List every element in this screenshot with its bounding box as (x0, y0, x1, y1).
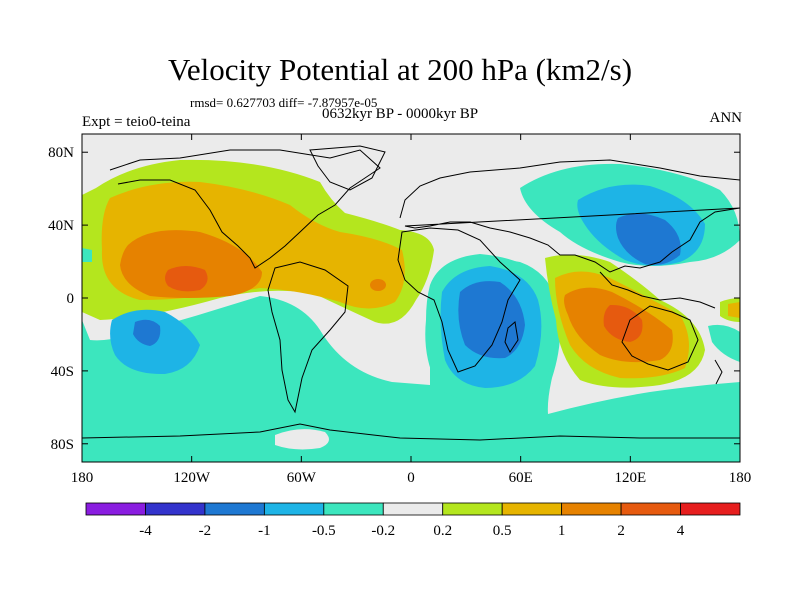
contour-south-pacific-min (133, 319, 161, 346)
contour-east-edge-teal (708, 324, 740, 362)
coastline-south-america (267, 261, 349, 414)
colorbar-swatch (323, 502, 384, 516)
colorbar-swatch (501, 502, 563, 516)
coastline-europe-asia (399, 159, 740, 273)
coastline-madagascar (504, 321, 519, 353)
y-tick-label: 40N (48, 218, 74, 234)
contour-north-pacific-min (616, 213, 681, 265)
colorbar-swatch (382, 502, 444, 516)
y-tick-label: 40S (51, 364, 74, 380)
coastline-africa (397, 227, 521, 373)
contour-east-pacific-darkorange (120, 230, 262, 298)
colorbar: -4 -2 -1 -0.5 -0.2 0.2 0.5 1 2 4 (85, 502, 741, 539)
colorbar-label: -2 (199, 523, 212, 539)
colorbar-label: -4 (139, 523, 152, 539)
rmsd-diff-stats: rmsd= 0.627703 diff= -7.87957e-05 (190, 95, 378, 110)
x-tick-label: 0 (407, 470, 415, 486)
x-tick-label: 120W (173, 470, 211, 486)
coastline-north-america (109, 149, 381, 269)
colorbar-label: -0.5 (312, 523, 336, 539)
coastlines (82, 145, 740, 441)
contour-southern-band (82, 259, 740, 462)
colorbar-swatch (680, 502, 741, 516)
coastline-antarctica (82, 423, 740, 441)
colorbar-label: -1 (258, 523, 271, 539)
contour-antarctic-clear (275, 429, 329, 450)
colorbar-label: 4 (677, 523, 685, 539)
contour-atlantic-orange-dot (370, 279, 386, 291)
x-tick-label: 120E (614, 470, 646, 486)
colorbar-swatch (145, 502, 206, 516)
x-axis: 180 120W 60W 0 60E 120E 180 (71, 134, 752, 486)
x-tick-label: 60E (509, 470, 533, 486)
colorbar-label: 0.5 (493, 523, 512, 539)
colorbar-label: -0.2 (371, 523, 395, 539)
coastline-greenland (309, 145, 386, 191)
colorbar-label: 1 (558, 523, 566, 539)
colorbar-swatch (620, 502, 681, 516)
x-tick-label: 60W (287, 470, 317, 486)
coastline-new-zealand (714, 359, 723, 385)
contour-east-pacific-max (165, 266, 208, 292)
x-tick-label: 180 (71, 470, 94, 486)
contour-maritime-darkorange (603, 304, 643, 342)
colorbar-swatch (204, 502, 265, 516)
x-tick-label: 180 (729, 470, 752, 486)
colorbar-swatch (442, 502, 503, 516)
coastline-australia (621, 305, 699, 371)
y-tick-label: 80N (48, 145, 74, 161)
colorbar-swatch (263, 502, 325, 516)
contour-east-edge-orange (728, 302, 740, 318)
colorbar-label: 0.2 (433, 523, 452, 539)
experiment-label: Expt = teio0-teina (82, 114, 191, 130)
contour-west-edge-teal (82, 248, 92, 262)
time-period-subtitle: 0632kyr BP - 0000kyr BP (321, 106, 479, 122)
colorbar-label: 2 (617, 523, 625, 539)
chart-title: Velocity Potential at 200 hPa (km2/s) (167, 52, 633, 87)
coastline-southeast-asia (599, 271, 716, 309)
velocity-potential-field (82, 134, 740, 462)
y-axis: 80N 40N 0 40S 80S (48, 145, 740, 453)
y-tick-label: 0 (67, 291, 75, 307)
y-tick-label: 80S (51, 437, 74, 453)
colorbar-swatch (561, 502, 622, 516)
season-label: ANN (709, 110, 743, 126)
colorbar-swatch (85, 502, 146, 516)
